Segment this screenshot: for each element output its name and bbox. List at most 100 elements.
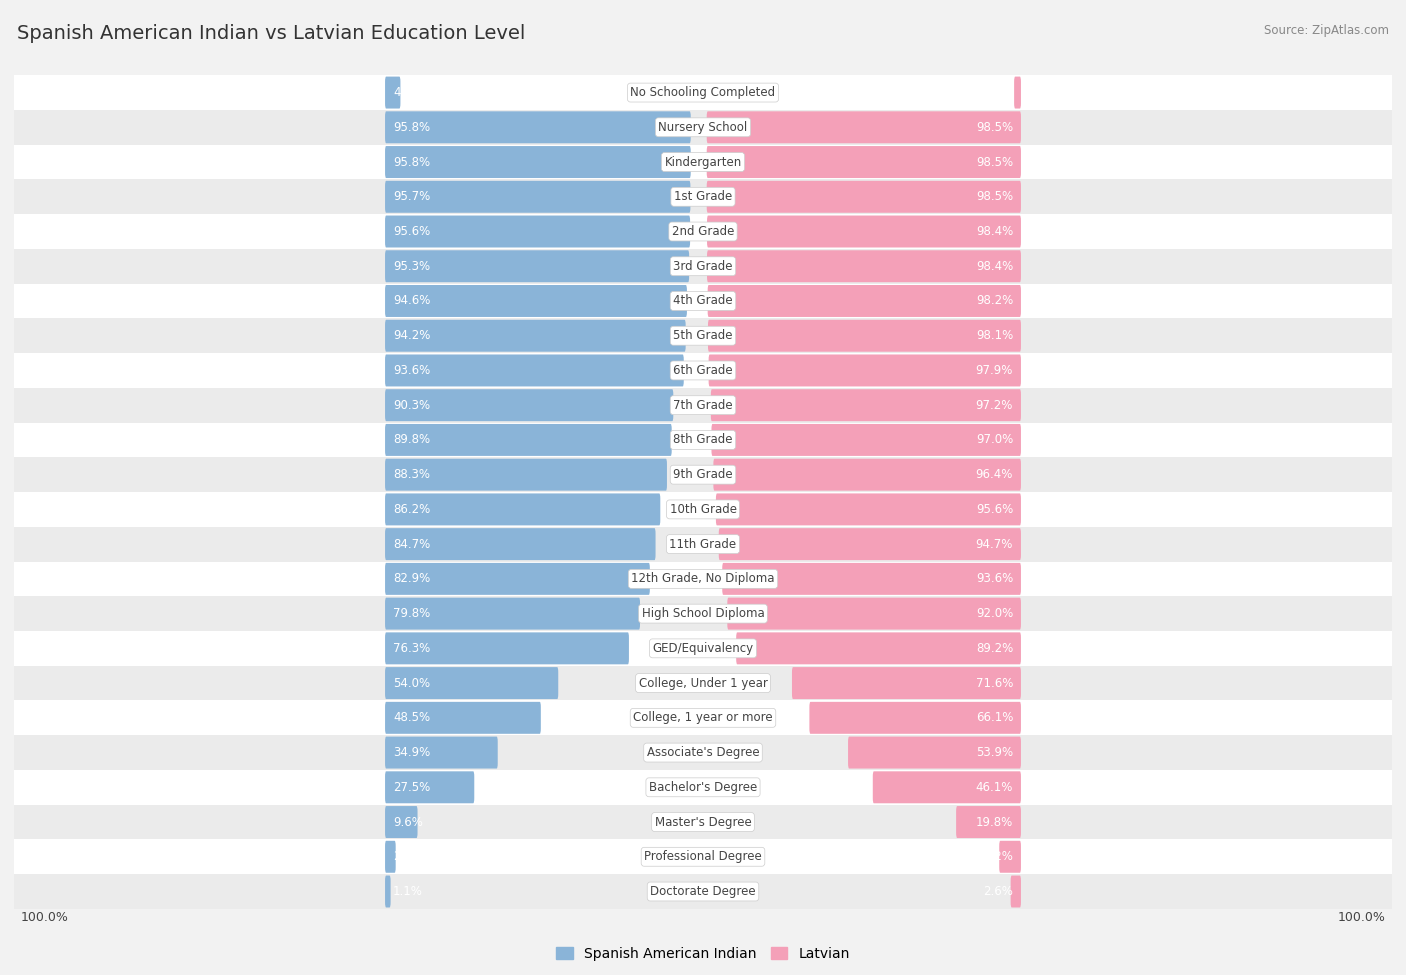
- FancyBboxPatch shape: [718, 528, 1021, 560]
- FancyBboxPatch shape: [711, 424, 1021, 456]
- Bar: [14, 110, 1392, 144]
- Text: 9.6%: 9.6%: [392, 815, 423, 829]
- Text: Professional Degree: Professional Degree: [644, 850, 762, 863]
- Text: 94.6%: 94.6%: [392, 294, 430, 307]
- Text: 94.2%: 94.2%: [392, 330, 430, 342]
- Text: 97.9%: 97.9%: [976, 364, 1012, 377]
- Text: 66.1%: 66.1%: [976, 712, 1012, 724]
- FancyBboxPatch shape: [707, 180, 1021, 213]
- Text: 98.5%: 98.5%: [976, 190, 1012, 203]
- FancyBboxPatch shape: [713, 458, 1021, 490]
- Text: 76.3%: 76.3%: [392, 642, 430, 655]
- FancyBboxPatch shape: [385, 424, 672, 456]
- FancyBboxPatch shape: [385, 146, 690, 178]
- FancyBboxPatch shape: [716, 493, 1021, 526]
- Bar: [14, 457, 1392, 492]
- Text: 97.2%: 97.2%: [976, 399, 1012, 411]
- FancyBboxPatch shape: [385, 806, 418, 838]
- Text: 2nd Grade: 2nd Grade: [672, 225, 734, 238]
- Text: 19.8%: 19.8%: [976, 815, 1012, 829]
- FancyBboxPatch shape: [707, 285, 1021, 317]
- Bar: [14, 422, 1392, 457]
- FancyBboxPatch shape: [707, 215, 1021, 248]
- Text: 95.8%: 95.8%: [392, 121, 430, 134]
- Text: College, Under 1 year: College, Under 1 year: [638, 677, 768, 689]
- Text: 27.5%: 27.5%: [392, 781, 430, 794]
- Text: 6th Grade: 6th Grade: [673, 364, 733, 377]
- FancyBboxPatch shape: [1014, 77, 1021, 108]
- Bar: [14, 249, 1392, 284]
- Text: 95.8%: 95.8%: [392, 156, 430, 169]
- Text: 6.2%: 6.2%: [983, 850, 1012, 863]
- FancyBboxPatch shape: [385, 702, 541, 734]
- FancyBboxPatch shape: [385, 771, 474, 803]
- Bar: [14, 526, 1392, 562]
- Text: Kindergarten: Kindergarten: [665, 156, 741, 169]
- FancyBboxPatch shape: [385, 389, 673, 421]
- Text: 34.9%: 34.9%: [392, 746, 430, 760]
- Text: 93.6%: 93.6%: [976, 572, 1012, 585]
- Bar: [14, 214, 1392, 249]
- FancyBboxPatch shape: [709, 320, 1021, 352]
- FancyBboxPatch shape: [810, 702, 1021, 734]
- Text: 11th Grade: 11th Grade: [669, 537, 737, 551]
- Text: 89.8%: 89.8%: [392, 434, 430, 447]
- Bar: [14, 144, 1392, 179]
- Text: 100.0%: 100.0%: [1337, 911, 1385, 924]
- Bar: [14, 770, 1392, 804]
- Text: 9th Grade: 9th Grade: [673, 468, 733, 482]
- Text: Associate's Degree: Associate's Degree: [647, 746, 759, 760]
- FancyBboxPatch shape: [385, 528, 655, 560]
- FancyBboxPatch shape: [723, 563, 1021, 595]
- Text: 98.5%: 98.5%: [976, 121, 1012, 134]
- Legend: Spanish American Indian, Latvian: Spanish American Indian, Latvian: [551, 942, 855, 966]
- Text: No Schooling Completed: No Schooling Completed: [630, 86, 776, 99]
- Text: 46.1%: 46.1%: [976, 781, 1012, 794]
- FancyBboxPatch shape: [385, 77, 401, 108]
- Text: High School Diploma: High School Diploma: [641, 607, 765, 620]
- Text: College, 1 year or more: College, 1 year or more: [633, 712, 773, 724]
- FancyBboxPatch shape: [385, 355, 683, 386]
- Text: 98.5%: 98.5%: [976, 156, 1012, 169]
- Text: 89.2%: 89.2%: [976, 642, 1012, 655]
- Text: 3rd Grade: 3rd Grade: [673, 259, 733, 273]
- Text: 97.0%: 97.0%: [976, 434, 1012, 447]
- Text: 88.3%: 88.3%: [392, 468, 430, 482]
- Text: 86.2%: 86.2%: [392, 503, 430, 516]
- Text: GED/Equivalency: GED/Equivalency: [652, 642, 754, 655]
- Bar: [14, 319, 1392, 353]
- Text: Doctorate Degree: Doctorate Degree: [650, 885, 756, 898]
- FancyBboxPatch shape: [385, 215, 690, 248]
- Text: Spanish American Indian vs Latvian Education Level: Spanish American Indian vs Latvian Educa…: [17, 24, 526, 43]
- FancyBboxPatch shape: [727, 598, 1021, 630]
- Text: 100.0%: 100.0%: [21, 911, 69, 924]
- FancyBboxPatch shape: [707, 251, 1021, 282]
- FancyBboxPatch shape: [385, 111, 690, 143]
- Text: 95.7%: 95.7%: [392, 190, 430, 203]
- FancyBboxPatch shape: [709, 355, 1021, 386]
- Bar: [14, 839, 1392, 875]
- FancyBboxPatch shape: [711, 389, 1021, 421]
- Bar: [14, 631, 1392, 666]
- Text: 4th Grade: 4th Grade: [673, 294, 733, 307]
- FancyBboxPatch shape: [385, 493, 661, 526]
- FancyBboxPatch shape: [385, 633, 628, 664]
- Text: 93.6%: 93.6%: [392, 364, 430, 377]
- Bar: [14, 700, 1392, 735]
- Text: 53.9%: 53.9%: [976, 746, 1012, 760]
- FancyBboxPatch shape: [385, 876, 391, 908]
- FancyBboxPatch shape: [385, 251, 689, 282]
- Text: Source: ZipAtlas.com: Source: ZipAtlas.com: [1264, 24, 1389, 37]
- Bar: [14, 666, 1392, 700]
- FancyBboxPatch shape: [385, 180, 690, 213]
- Bar: [14, 597, 1392, 631]
- FancyBboxPatch shape: [792, 667, 1021, 699]
- Text: 82.9%: 82.9%: [392, 572, 430, 585]
- Text: 7th Grade: 7th Grade: [673, 399, 733, 411]
- Text: 10th Grade: 10th Grade: [669, 503, 737, 516]
- FancyBboxPatch shape: [873, 771, 1021, 803]
- Bar: [14, 75, 1392, 110]
- FancyBboxPatch shape: [1000, 840, 1021, 873]
- FancyBboxPatch shape: [385, 598, 640, 630]
- Text: 94.7%: 94.7%: [976, 537, 1012, 551]
